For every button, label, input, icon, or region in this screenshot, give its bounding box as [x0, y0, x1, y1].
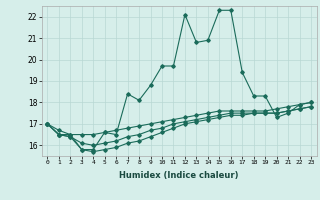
X-axis label: Humidex (Indice chaleur): Humidex (Indice chaleur)	[119, 171, 239, 180]
